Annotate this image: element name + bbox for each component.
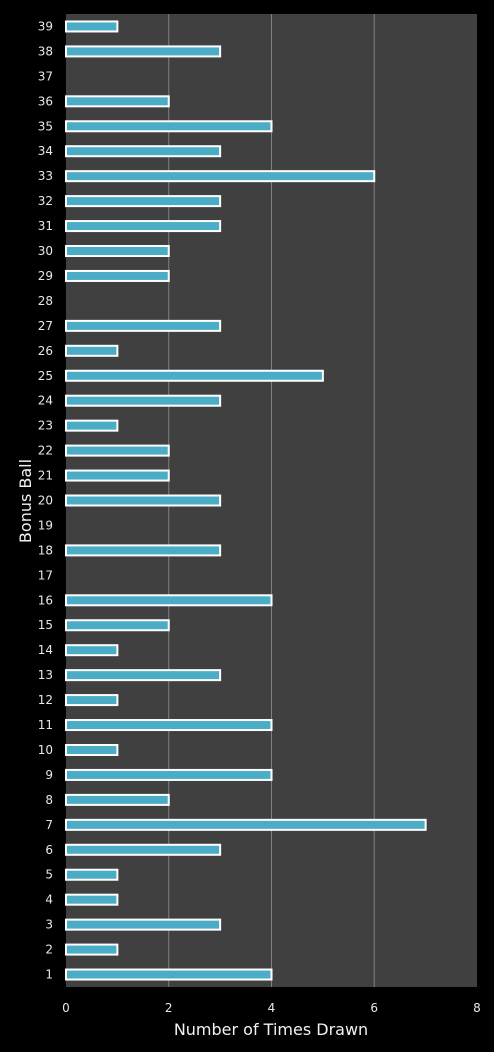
y-tick-label: 7 bbox=[45, 818, 53, 832]
y-tick-labels: 1234567891011121314151617181920212223242… bbox=[38, 19, 53, 981]
y-tick-label: 9 bbox=[45, 768, 53, 782]
x-tick-label: 6 bbox=[370, 1001, 378, 1015]
bar-ball-27 bbox=[65, 319, 222, 332]
y-tick-label: 30 bbox=[38, 244, 53, 258]
bar-ball-38 bbox=[65, 45, 222, 58]
y-tick-label: 11 bbox=[38, 718, 53, 732]
bar-ball-8 bbox=[65, 793, 170, 806]
bar-ball-4 bbox=[65, 893, 119, 906]
bar-ball-7 bbox=[65, 818, 427, 831]
bar-ball-36 bbox=[65, 95, 170, 108]
y-tick-label: 34 bbox=[38, 144, 53, 158]
x-tick-labels: 0 2 4 6 8 bbox=[62, 1001, 481, 1015]
bar-ball-23 bbox=[65, 419, 119, 432]
y-tick-label: 5 bbox=[45, 868, 53, 882]
y-tick-label: 3 bbox=[45, 918, 53, 932]
y-tick-label: 32 bbox=[38, 194, 53, 208]
y-tick-label: 16 bbox=[38, 593, 53, 607]
bar-ball-26 bbox=[65, 344, 119, 357]
bar-ball-24 bbox=[65, 394, 222, 407]
bar-ball-13 bbox=[65, 669, 222, 682]
y-tick-label: 29 bbox=[38, 269, 53, 283]
bar-ball-1 bbox=[65, 968, 273, 981]
y-tick-label: 36 bbox=[38, 94, 53, 108]
bar-ball-14 bbox=[65, 644, 119, 657]
bar-ball-33 bbox=[65, 170, 376, 183]
y-tick-label: 27 bbox=[38, 319, 53, 333]
y-tick-label: 22 bbox=[38, 444, 53, 458]
bar-ball-6 bbox=[65, 843, 222, 856]
y-tick-label: 13 bbox=[38, 668, 53, 682]
y-tick-label: 10 bbox=[38, 743, 53, 757]
bar-ball-20 bbox=[65, 494, 222, 507]
y-tick-label: 8 bbox=[45, 793, 53, 807]
y-tick-label: 37 bbox=[38, 69, 53, 83]
bar-ball-15 bbox=[65, 619, 170, 632]
bar-ball-35 bbox=[65, 120, 273, 133]
x-tick-label: 8 bbox=[473, 1001, 481, 1015]
y-tick-label: 23 bbox=[38, 419, 53, 433]
bar-ball-11 bbox=[65, 719, 273, 732]
y-tick-label: 19 bbox=[38, 518, 53, 532]
bar-ball-32 bbox=[65, 195, 222, 208]
y-tick-label: 20 bbox=[38, 494, 53, 508]
bar-ball-34 bbox=[65, 145, 222, 158]
y-tick-label: 24 bbox=[38, 394, 53, 408]
bar-ball-21 bbox=[65, 469, 170, 482]
bar-ball-3 bbox=[65, 918, 222, 931]
y-tick-label: 35 bbox=[38, 119, 53, 133]
y-tick-label: 15 bbox=[38, 618, 53, 632]
x-tick-label: 0 bbox=[62, 1001, 70, 1015]
bar-ball-22 bbox=[65, 444, 170, 457]
y-tick-label: 12 bbox=[38, 693, 53, 707]
x-tick-label: 2 bbox=[165, 1001, 173, 1015]
y-tick-label: 18 bbox=[38, 543, 53, 557]
y-tick-label: 38 bbox=[38, 44, 53, 58]
bar-ball-10 bbox=[65, 743, 119, 756]
bar-ball-2 bbox=[65, 943, 119, 956]
y-tick-label: 25 bbox=[38, 369, 53, 383]
bar-ball-31 bbox=[65, 220, 222, 233]
y-tick-label: 31 bbox=[38, 219, 53, 233]
y-tick-label: 28 bbox=[38, 294, 53, 308]
y-tick-label: 26 bbox=[38, 344, 53, 358]
y-tick-label: 21 bbox=[38, 469, 53, 483]
bar-ball-29 bbox=[65, 269, 170, 282]
bar-ball-16 bbox=[65, 594, 273, 607]
y-tick-label: 17 bbox=[38, 568, 53, 582]
bar-ball-5 bbox=[65, 868, 119, 881]
y-axis-title: Bonus Ball bbox=[16, 459, 35, 543]
bar-ball-18 bbox=[65, 544, 222, 557]
y-tick-label: 4 bbox=[45, 893, 53, 907]
x-tick-label: 4 bbox=[268, 1001, 276, 1015]
y-tick-label: 39 bbox=[38, 19, 53, 33]
x-axis-title: Number of Times Drawn bbox=[174, 1020, 368, 1039]
y-tick-label: 14 bbox=[38, 643, 53, 657]
bars bbox=[65, 20, 427, 981]
y-tick-label: 6 bbox=[45, 843, 53, 857]
bar-ball-30 bbox=[65, 245, 170, 258]
y-tick-label: 2 bbox=[45, 943, 53, 957]
y-tick-label: 33 bbox=[38, 169, 53, 183]
bar-ball-39 bbox=[65, 20, 119, 33]
bar-ball-12 bbox=[65, 694, 119, 707]
bar-ball-9 bbox=[65, 768, 273, 781]
y-tick-label: 1 bbox=[45, 968, 53, 982]
bar-ball-25 bbox=[65, 369, 324, 382]
